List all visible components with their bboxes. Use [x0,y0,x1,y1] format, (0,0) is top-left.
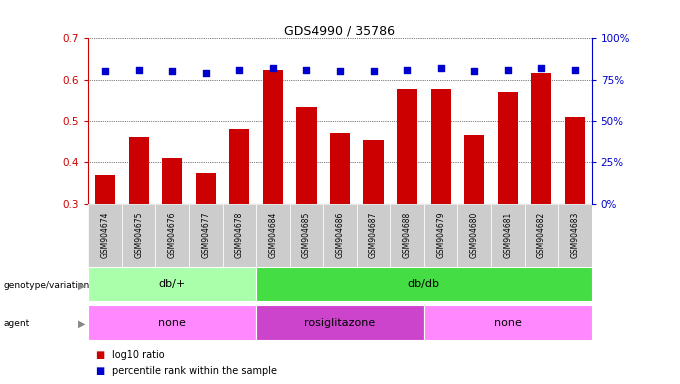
Bar [558,204,592,267]
Bar [464,136,484,204]
Bar [256,267,592,301]
Point [536,65,547,71]
Text: none: none [158,318,186,328]
Text: ■: ■ [95,350,105,360]
Text: GSM904686: GSM904686 [335,212,345,258]
Text: percentile rank within the sample: percentile rank within the sample [112,366,277,376]
Bar [88,305,256,340]
Point [201,70,211,76]
Text: GSM904685: GSM904685 [302,212,311,258]
Bar [524,204,558,267]
Text: db/+: db/+ [158,279,186,289]
Bar [256,305,424,340]
Bar [163,158,182,204]
Point [435,65,446,71]
Text: log10 ratio: log10 ratio [112,350,165,360]
Bar [491,204,524,267]
Point [267,65,278,71]
Point [569,67,580,73]
Text: rosiglitazone: rosiglitazone [305,318,375,328]
Text: GSM904684: GSM904684 [269,212,277,258]
Bar [263,70,283,204]
Text: GSM904675: GSM904675 [134,212,143,258]
Point [402,67,413,73]
Bar [424,204,458,267]
Text: GSM904688: GSM904688 [403,212,411,258]
Text: GSM904683: GSM904683 [571,212,579,258]
Bar [256,204,290,267]
Text: ▶: ▶ [78,280,85,290]
Bar [129,137,149,204]
Text: db/db: db/db [408,279,440,289]
Text: agent: agent [3,319,30,328]
Bar [122,204,156,267]
Point [100,68,111,74]
Text: genotype/variation: genotype/variation [3,281,90,290]
Bar [88,204,122,267]
Text: GSM904682: GSM904682 [537,212,546,258]
Text: GSM904678: GSM904678 [235,212,244,258]
Bar [296,106,316,204]
Bar [95,175,115,204]
Bar [330,133,350,204]
Bar [430,89,451,204]
Bar [222,204,256,267]
Point [301,67,312,73]
Point [167,68,177,74]
Bar [531,73,551,204]
Bar [565,117,585,204]
Bar [390,204,424,267]
Text: GSM904680: GSM904680 [470,212,479,258]
Bar [397,89,417,204]
Bar [498,92,517,204]
Bar [229,129,250,204]
Bar [458,204,491,267]
Point [368,68,379,74]
Point [234,67,245,73]
Bar [424,305,592,340]
Bar [88,267,256,301]
Bar [364,139,384,204]
Text: GSM904676: GSM904676 [168,212,177,258]
Text: ■: ■ [95,366,105,376]
Text: ▶: ▶ [78,319,85,329]
Text: GSM904681: GSM904681 [503,212,512,258]
Text: none: none [494,318,522,328]
Text: GSM904677: GSM904677 [201,212,210,258]
Bar [196,172,216,204]
Point [469,68,479,74]
Point [335,68,345,74]
Bar [357,204,390,267]
Text: GSM904674: GSM904674 [101,212,109,258]
Point [133,67,144,73]
Text: GSM904687: GSM904687 [369,212,378,258]
Bar [290,204,323,267]
Text: GDS4990 / 35786: GDS4990 / 35786 [284,25,396,38]
Point [503,67,513,73]
Bar [189,204,222,267]
Text: GSM904679: GSM904679 [436,212,445,258]
Bar [156,204,189,267]
Bar [323,204,357,267]
